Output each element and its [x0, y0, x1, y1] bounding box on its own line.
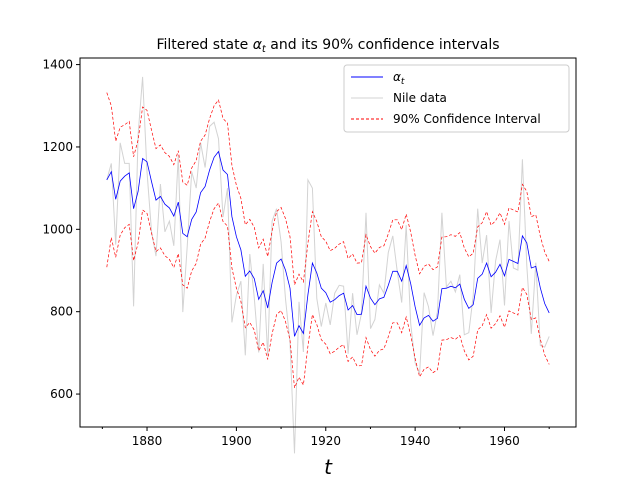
legend-box — [343, 64, 570, 133]
x-tick-label: 1940 — [400, 434, 431, 448]
x-tick-label: 1900 — [221, 434, 252, 448]
chart-title: Filtered state αt and its 90% confidence… — [156, 37, 499, 55]
y-tick-label: 800 — [50, 305, 73, 319]
x-axis-label: t — [324, 455, 333, 479]
plot-frame — [79, 57, 577, 428]
x-tick-label: 1880 — [132, 434, 163, 448]
ci-lower-line — [106, 202, 550, 389]
legend: αt Nile data 90% Confidence Interval — [343, 64, 570, 133]
axis-layer: 1880 1900 1920 1940 1960 600 800 1000 1200 1400 — [42, 58, 550, 448]
filtered-state-line — [106, 150, 550, 337]
y-tick-label: 1400 — [42, 58, 73, 72]
nile-data-line — [106, 76, 550, 454]
y-tick-label: 1200 — [42, 140, 73, 154]
x-tick-label: 1920 — [310, 434, 341, 448]
legend-label-nile: Nile data — [393, 91, 447, 105]
ci-upper-line — [106, 92, 550, 286]
y-tick-label: 1000 — [42, 222, 73, 236]
legend-label-alpha: αt — [393, 70, 405, 87]
legend-label-ci: 90% Confidence Interval — [393, 112, 541, 126]
x-tick-label: 1960 — [489, 434, 520, 448]
y-tick-label: 600 — [50, 387, 73, 401]
series-layer — [106, 76, 550, 454]
